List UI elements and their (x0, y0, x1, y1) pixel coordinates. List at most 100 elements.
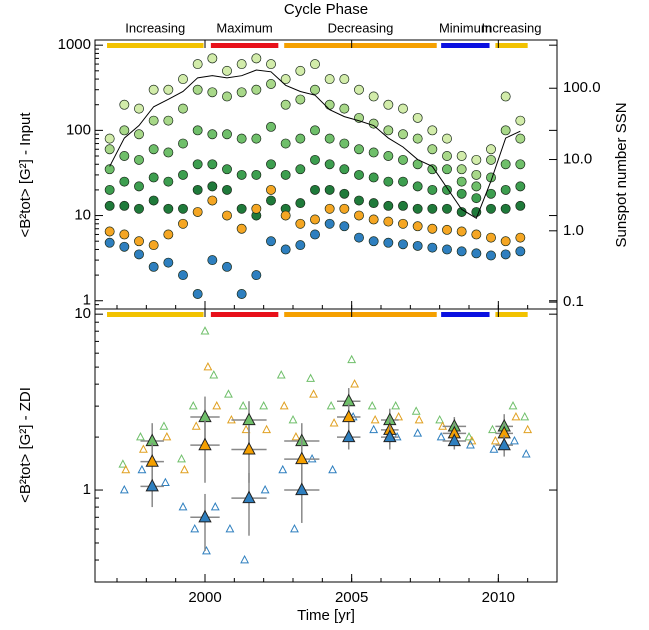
point (118, 459, 128, 468)
y2-tick-label: 10.0 (563, 150, 592, 167)
point (471, 193, 482, 204)
point (134, 203, 144, 214)
point (207, 181, 218, 192)
point (203, 362, 213, 371)
point (119, 229, 130, 240)
phase-label: Increasing (482, 20, 542, 35)
point (148, 195, 159, 206)
point (324, 159, 335, 170)
point (104, 237, 115, 248)
point (391, 401, 401, 410)
point (369, 424, 379, 434)
point (119, 200, 130, 211)
point (295, 482, 309, 496)
point (224, 389, 233, 398)
point (295, 451, 309, 465)
point (236, 289, 247, 299)
point (188, 401, 198, 410)
point (435, 414, 445, 424)
point (471, 154, 482, 165)
point (295, 133, 306, 144)
point (350, 379, 360, 388)
point (134, 103, 144, 114)
point (523, 424, 533, 434)
point (119, 151, 130, 161)
point (259, 401, 269, 410)
point (207, 53, 218, 64)
point (442, 184, 452, 195)
point (137, 464, 147, 474)
point (500, 236, 511, 247)
point (163, 115, 174, 126)
point (447, 433, 462, 447)
x-tick-label: 2010 (482, 589, 515, 606)
point (104, 133, 115, 144)
point (266, 121, 276, 132)
point (191, 421, 201, 430)
point (427, 184, 438, 195)
point (515, 115, 526, 126)
point (178, 103, 188, 114)
point (471, 248, 482, 259)
point (398, 129, 408, 140)
point (310, 214, 320, 225)
point (266, 79, 276, 89)
point (515, 232, 526, 243)
point (251, 133, 262, 144)
y-tick-label: 1000 (58, 36, 91, 53)
y2-tick-label: 1.0 (563, 222, 584, 239)
point (178, 169, 188, 180)
phase-label: Maximum (216, 20, 272, 35)
point (466, 440, 475, 449)
point (368, 172, 379, 183)
phase-label: Increasing (125, 20, 185, 35)
point (368, 91, 379, 102)
point (290, 523, 299, 533)
point (398, 200, 408, 211)
point (288, 414, 298, 424)
point (436, 432, 446, 441)
point (212, 401, 222, 410)
point (266, 184, 276, 195)
plot-frame (94, 308, 558, 583)
point (236, 203, 247, 214)
point (241, 424, 251, 434)
point (383, 99, 394, 110)
point (222, 184, 232, 195)
point (178, 270, 188, 281)
point (324, 99, 335, 110)
y-axis-label: <B²tot> [G²] - ZDI (17, 387, 34, 503)
point (368, 147, 379, 158)
point (486, 144, 496, 155)
point (456, 226, 467, 237)
point (236, 223, 247, 234)
point (148, 115, 159, 126)
point (266, 159, 276, 170)
point (324, 218, 335, 229)
point (276, 370, 286, 379)
phase-bar (284, 43, 437, 48)
point (134, 154, 144, 165)
point (178, 502, 188, 511)
point (225, 523, 235, 533)
phase-bar (441, 43, 490, 48)
point (339, 138, 350, 149)
point (354, 84, 364, 95)
point (310, 154, 320, 165)
point (471, 207, 482, 217)
point (134, 249, 144, 260)
point (119, 176, 130, 187)
point (251, 203, 262, 214)
point (412, 133, 423, 144)
point (367, 401, 377, 410)
point (192, 125, 203, 136)
point (198, 409, 212, 423)
point (411, 406, 421, 415)
point (280, 244, 291, 255)
point (104, 184, 115, 195)
point (354, 169, 364, 180)
point (500, 125, 511, 136)
point (121, 464, 131, 474)
point (456, 188, 467, 199)
